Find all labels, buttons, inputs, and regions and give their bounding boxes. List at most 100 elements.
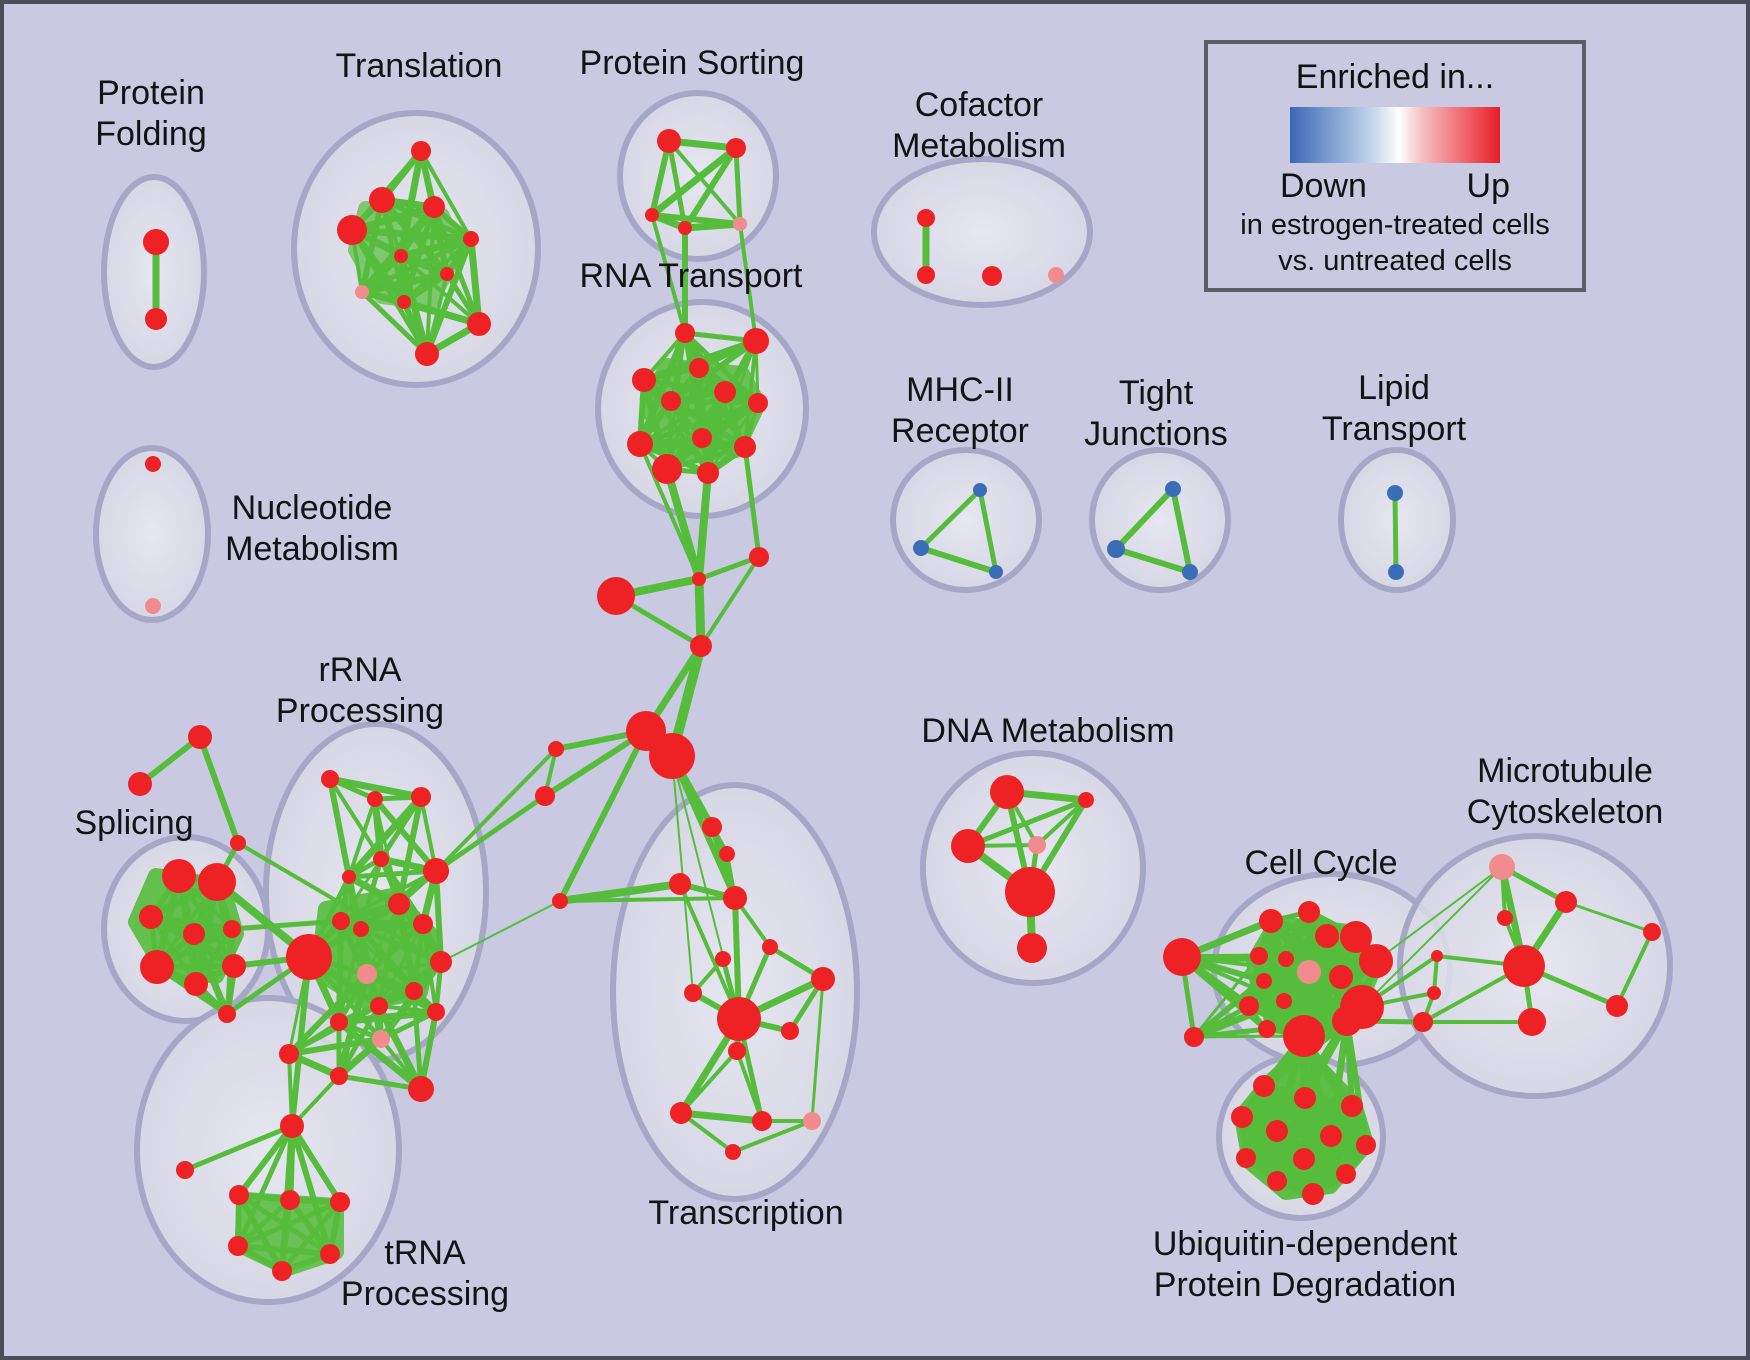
node-dm0[interactable] [990,775,1024,809]
node-rr19[interactable] [408,1076,434,1102]
node-rr11[interactable] [357,964,377,984]
node-ub1[interactable] [1294,1087,1316,1109]
node-tx15[interactable] [725,1144,741,1160]
node-ps1[interactable] [726,138,746,158]
node-ps0[interactable] [657,129,681,153]
node-t1[interactable] [369,187,395,213]
node-sp2[interactable] [139,905,163,929]
node-sp5[interactable] [140,950,174,984]
node-bb6[interactable] [548,741,564,757]
node-rt3[interactable] [632,368,656,392]
node-mh1[interactable] [913,540,929,556]
node-t8[interactable] [397,295,411,309]
node-cc7[interactable] [1278,951,1294,967]
node-tx0[interactable] [702,817,722,837]
node-rr18[interactable] [330,1067,348,1085]
node-mc6[interactable] [1413,1012,1433,1032]
node-tj1[interactable] [1107,540,1125,558]
node-ub5[interactable] [1320,1125,1342,1147]
node-sg2[interactable] [230,835,246,851]
node-sp4[interactable] [223,920,241,938]
node-rt2[interactable] [689,358,709,378]
node-tn5[interactable] [228,1236,248,1256]
node-ps3[interactable] [678,221,692,235]
node-cc3[interactable] [1298,901,1320,923]
node-rr13[interactable] [405,982,423,1000]
node-cc17[interactable] [1258,1020,1276,1038]
node-ub2[interactable] [1341,1095,1363,1117]
node-t3[interactable] [337,215,367,245]
node-sp8[interactable] [218,1005,236,1023]
node-rt8[interactable] [692,428,712,448]
node-ub3[interactable] [1231,1106,1253,1128]
node-rr16[interactable] [372,1030,390,1048]
node-tx12[interactable] [670,1102,692,1124]
node-ub6[interactable] [1356,1135,1376,1155]
node-ub7[interactable] [1236,1148,1256,1168]
node-tx8[interactable] [684,984,702,1002]
node-lt0[interactable] [1387,485,1403,501]
node-tx5[interactable] [762,939,778,955]
node-rt5[interactable] [661,391,681,411]
node-cc5[interactable] [1340,921,1372,953]
node-cc13[interactable] [1276,993,1292,1009]
node-rt10[interactable] [652,454,682,484]
node-rr1[interactable] [367,791,383,807]
node-tn3[interactable] [280,1190,300,1210]
node-tj2[interactable] [1182,564,1198,580]
node-nm1[interactable] [145,598,161,614]
node-t7[interactable] [355,285,369,299]
node-cf1[interactable] [917,266,935,284]
node-dm2[interactable] [951,829,985,863]
node-cc15[interactable] [1332,1006,1362,1036]
node-cc8[interactable] [1297,960,1321,984]
node-mc9[interactable] [1643,923,1661,941]
node-dm4[interactable] [1005,867,1055,917]
node-rt1[interactable] [743,328,769,354]
node-ub10[interactable] [1267,1171,1287,1191]
node-cf3[interactable] [1048,267,1064,283]
node-cc0[interactable] [1163,938,1201,976]
node-mc3[interactable] [1503,945,1545,987]
node-ps4[interactable] [733,217,747,231]
node-ps2[interactable] [645,208,659,222]
node-mc0[interactable] [1489,854,1515,880]
node-tn4[interactable] [330,1192,350,1212]
node-mc4[interactable] [1431,950,1443,962]
node-cf2[interactable] [982,266,1002,286]
node-rr3[interactable] [373,851,389,867]
node-tx2[interactable] [669,873,691,895]
node-ub4[interactable] [1266,1120,1288,1142]
node-rr8[interactable] [332,912,350,930]
node-rt0[interactable] [675,323,695,343]
node-tx6[interactable] [715,951,731,967]
node-tx13[interactable] [752,1111,772,1131]
node-tn1[interactable] [176,1161,194,1179]
node-tn2[interactable] [229,1185,249,1205]
node-bb5[interactable] [649,733,695,779]
node-rr0[interactable] [321,770,339,788]
node-t4[interactable] [463,231,479,247]
node-t2[interactable] [423,196,445,218]
node-rr20[interactable] [279,1044,299,1064]
node-sp6[interactable] [184,972,208,996]
node-mh2[interactable] [989,565,1003,579]
node-rr7[interactable] [413,914,433,934]
node-cc11[interactable] [1329,965,1353,989]
node-t0[interactable] [411,141,431,161]
node-pf0[interactable] [143,229,169,255]
node-rr15[interactable] [427,1003,445,1021]
node-tx3[interactable] [723,886,747,910]
node-cc10[interactable] [1359,944,1393,978]
node-nm0[interactable] [145,456,161,472]
node-tx4[interactable] [552,893,568,909]
node-tx11[interactable] [728,1042,746,1060]
node-dm1[interactable] [1078,792,1094,808]
node-cc16[interactable] [1283,1015,1325,1057]
node-rt9[interactable] [734,436,756,458]
node-ub0[interactable] [1253,1075,1275,1097]
node-ub8[interactable] [1293,1148,1315,1170]
node-mc1[interactable] [1555,891,1577,913]
node-cc4[interactable] [1315,924,1339,948]
node-rr9[interactable] [353,921,369,937]
